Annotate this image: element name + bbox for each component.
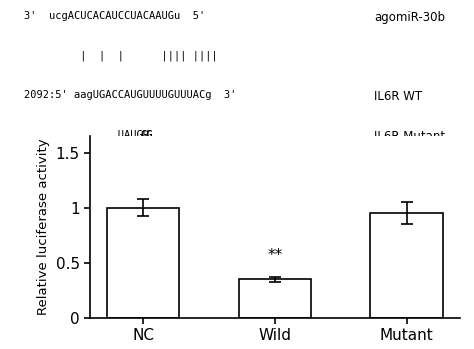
Bar <box>107 208 179 318</box>
Text: GG: GG <box>141 130 153 140</box>
Text: |  |  |      |||| ||||: | | | |||| |||| <box>24 50 218 61</box>
Bar <box>239 279 311 318</box>
Text: IL6R Mutant: IL6R Mutant <box>374 130 446 143</box>
Text: agomiR-30b: agomiR-30b <box>374 10 446 24</box>
Bar <box>371 213 443 318</box>
Y-axis label: Relative luciferase activity: Relative luciferase activity <box>37 139 50 315</box>
Text: IL6R WT: IL6R WT <box>374 90 423 103</box>
Text: UAUGU: UAUGU <box>24 130 149 140</box>
Text: 3'  ucgACUCACAUCCUACAAUGu  5': 3' ucgACUCACAUCCUACAAUGu 5' <box>24 10 205 21</box>
Text: **: ** <box>267 247 283 262</box>
Text: 2092:5' aagUGACCAUGUUUUGUUUACg  3': 2092:5' aagUGACCAUGUUUUGUUUACg 3' <box>24 90 236 100</box>
